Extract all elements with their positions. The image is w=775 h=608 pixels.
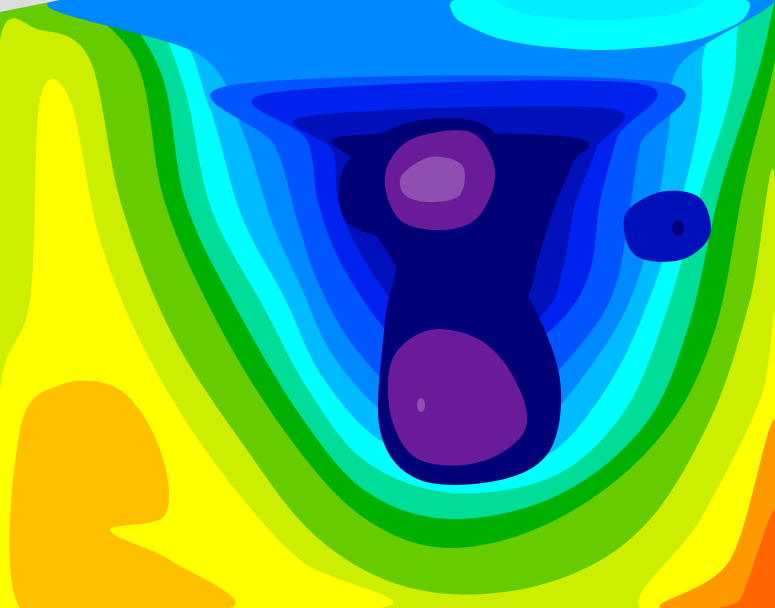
low-east — [623, 190, 711, 262]
contour-orange-yellow — [9, 380, 236, 608]
minimum-south-core — [417, 398, 425, 412]
contour-orange — [659, 419, 775, 608]
contour-dark-orange — [718, 509, 775, 608]
minimum-north-core — [399, 156, 465, 202]
corner-blank — [0, 0, 60, 12]
contour-top-light-cyan — [490, 0, 710, 20]
contour-yellow-right — [638, 311, 775, 608]
low-east-core — [672, 220, 684, 236]
minimum-south — [387, 329, 528, 466]
